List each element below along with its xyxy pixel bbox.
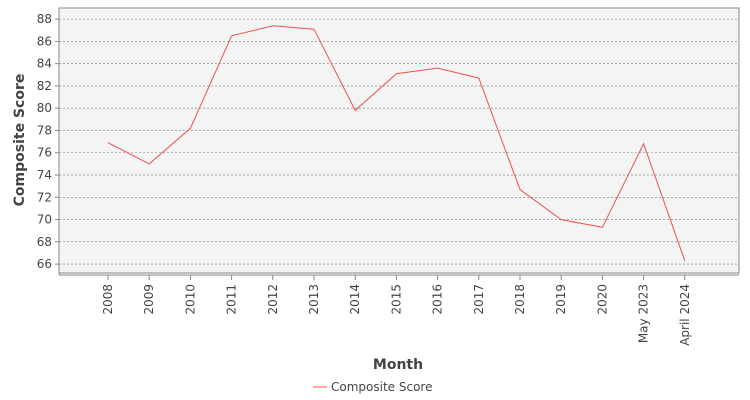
x-tick-label: 2020 — [595, 284, 609, 315]
x-axis-title: Month — [373, 357, 423, 373]
y-tick-label: 68 — [37, 235, 52, 249]
series-line — [107, 25, 686, 261]
y-tick-label: 72 — [37, 190, 52, 204]
x-tick-label: 2017 — [472, 284, 486, 315]
y-tick-label: 70 — [37, 213, 52, 227]
x-tick-label: 2015 — [389, 284, 403, 315]
y-tick-label: 78 — [37, 123, 52, 137]
x-tick-label: 2018 — [513, 284, 527, 315]
y-tick-label: 80 — [37, 101, 52, 115]
x-tick-label: 2019 — [554, 284, 568, 315]
series-lines — [107, 25, 686, 261]
x-axis-ticks: 2008 2009 2010 2011 2012 2013 2014 2015 2016 2017… — [101, 275, 692, 346]
y-tick-label: 84 — [37, 57, 52, 71]
y-tick-label: 66 — [37, 257, 52, 271]
x-tick-label: 2016 — [431, 284, 445, 315]
x-tick-label: 2013 — [307, 284, 321, 315]
x-tick-label: 2009 — [142, 284, 156, 315]
y-tick-label: 88 — [37, 12, 52, 26]
x-tick-label: 2010 — [183, 284, 197, 315]
legend-label: Composite Score — [331, 380, 432, 394]
gridlines — [59, 18, 739, 265]
y-tick-label: 76 — [37, 146, 52, 160]
y-tick-label: 86 — [37, 34, 52, 48]
x-tick-label: May 2023 — [637, 284, 651, 343]
x-tick-label: 2012 — [266, 284, 280, 315]
y-axis-ticks: 66 68 70 72 74 76 78 80 82 84 86 88 — [37, 12, 59, 271]
x-tick-label: 2008 — [101, 284, 115, 315]
x-tick-label: April 2024 — [678, 284, 692, 346]
x-tick-label: 2014 — [348, 284, 362, 315]
plot-area — [58, 7, 740, 274]
y-tick-label: 82 — [37, 79, 52, 93]
y-tick-label: 74 — [37, 168, 52, 182]
legend: Composite Score — [313, 380, 432, 394]
x-tick-label: 2011 — [225, 284, 239, 315]
y-axis-title: Composite Score — [12, 74, 28, 207]
